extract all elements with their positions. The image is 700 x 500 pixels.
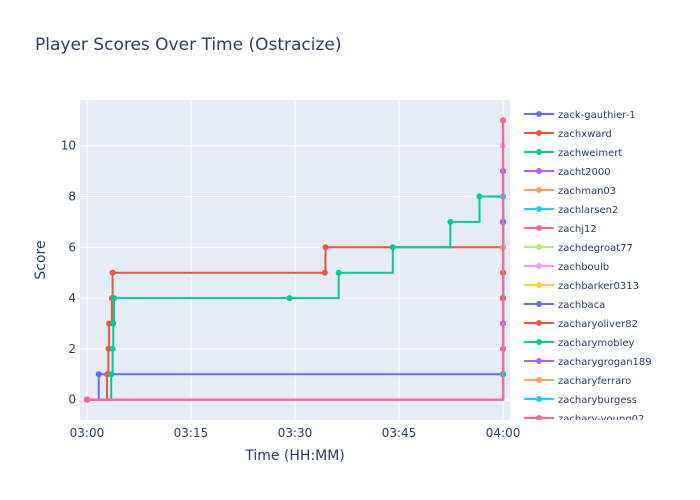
legend-label: zachbaca: [558, 300, 605, 311]
legend-item[interactable]: zacharyferraro: [524, 376, 631, 387]
legend-marker: [536, 377, 542, 383]
legend-label: zacht2000: [558, 167, 611, 178]
legend-marker: [536, 130, 542, 136]
data-point: [109, 345, 116, 352]
legend-item[interactable]: zachxward: [524, 129, 612, 140]
data-point: [447, 218, 454, 225]
legend-label: zachlarsen2: [558, 205, 618, 216]
x-tick-label: 03:00: [70, 426, 105, 440]
legend-item[interactable]: zacharyburgess: [524, 395, 637, 406]
legend-label: zacharyburgess: [558, 395, 637, 406]
legend-item[interactable]: zachdegroat77: [524, 243, 633, 254]
legend-marker: [536, 301, 542, 307]
x-tick-label: 03:15: [174, 426, 209, 440]
legend[interactable]: zack-gauthier-1 zachxward zachweimert zacht…: [524, 110, 652, 425]
x-tick-label: 03:30: [278, 426, 313, 440]
data-point: [286, 295, 293, 302]
legend-label: zachboulb: [558, 262, 609, 273]
legend-marker: [536, 225, 542, 231]
legend-item[interactable]: zacharymobley: [524, 338, 635, 349]
legend-item[interactable]: zachary-young02: [524, 414, 644, 425]
legend-label: zachary-young02: [558, 414, 644, 425]
legend-item[interactable]: zachlarsen2: [524, 205, 618, 216]
y-tick-label: 2: [68, 342, 76, 356]
legend-label: zachdegroat77: [558, 243, 633, 254]
y-tick-label: 4: [68, 291, 76, 305]
legend-marker: [536, 358, 542, 364]
y-axis-title: Score: [33, 240, 49, 279]
legend-item[interactable]: zachj12: [524, 224, 597, 235]
legend-item[interactable]: zachboulb: [524, 262, 609, 273]
legend-item[interactable]: zacht2000: [524, 167, 611, 178]
legend-label: zachbarker0313: [558, 281, 639, 292]
x-tick-labels: 03:00 03:15 03:30 03:45 04:00: [70, 426, 521, 440]
x-tick-label: 04:00: [486, 426, 521, 440]
legend-marker: [536, 339, 542, 345]
y-tick-labels: 0 2 4 6 8 10: [61, 139, 76, 407]
legend-marker: [536, 282, 542, 288]
x-axis-title: Time (HH:MM): [244, 448, 345, 464]
data-point: [109, 269, 116, 276]
data-point: [83, 396, 90, 403]
data-point: [322, 244, 329, 251]
legend-marker: [536, 111, 542, 117]
legend-label: zachman03: [558, 186, 616, 197]
data-point: [104, 371, 111, 378]
chart-title: Player Scores Over Time (Ostracize): [35, 35, 342, 55]
legend-marker: [536, 415, 542, 420]
legend-item[interactable]: zachbarker0313: [524, 281, 639, 292]
legend-marker: [536, 206, 542, 212]
legend-label: zacharymobley: [558, 338, 635, 349]
data-point: [389, 244, 396, 251]
legend-label: zacharygrogan189: [558, 357, 652, 368]
data-point: [105, 345, 112, 352]
data-point: [500, 345, 507, 352]
legend-item[interactable]: zacharygrogan189: [524, 357, 652, 368]
data-point: [500, 117, 507, 124]
data-point: [110, 295, 117, 302]
y-tick-label: 10: [61, 139, 76, 153]
legend-label: zachweimert: [558, 148, 622, 159]
data-point: [95, 371, 102, 378]
y-tick-label: 6: [68, 240, 76, 254]
series-layer: [83, 117, 507, 403]
legend-item[interactable]: zachman03: [524, 186, 616, 197]
legend-marker: [536, 263, 542, 269]
legend-label: zachxward: [558, 129, 612, 140]
legend-marker: [536, 396, 542, 402]
legend-label: zacharyferraro: [558, 376, 631, 387]
legend-marker: [536, 187, 542, 193]
legend-marker: [536, 320, 542, 326]
data-point: [106, 320, 113, 327]
y-tick-label: 8: [68, 190, 76, 204]
data-point: [321, 269, 328, 276]
legend-label: zack-gauthier-1: [558, 110, 636, 121]
data-point: [110, 320, 117, 327]
data-point: [335, 269, 342, 276]
legend-item[interactable]: zachbaca: [524, 300, 605, 311]
x-tick-label: 03:45: [382, 426, 417, 440]
data-point: [476, 193, 483, 200]
legend-item[interactable]: zack-gauthier-1: [524, 110, 636, 121]
series-line: [86, 120, 505, 401]
legend-marker: [536, 168, 542, 174]
data-point: [108, 371, 115, 378]
series-zachary-young02: [83, 117, 507, 403]
legend-marker: [536, 244, 542, 250]
legend-item[interactable]: zachweimert: [524, 148, 622, 159]
legend-item[interactable]: zacharyoliver82: [524, 319, 638, 330]
legend-label: zacharyoliver82: [558, 319, 638, 330]
legend-marker: [536, 149, 542, 155]
legend-label: zachj12: [558, 224, 597, 235]
y-tick-label: 0: [68, 393, 76, 407]
